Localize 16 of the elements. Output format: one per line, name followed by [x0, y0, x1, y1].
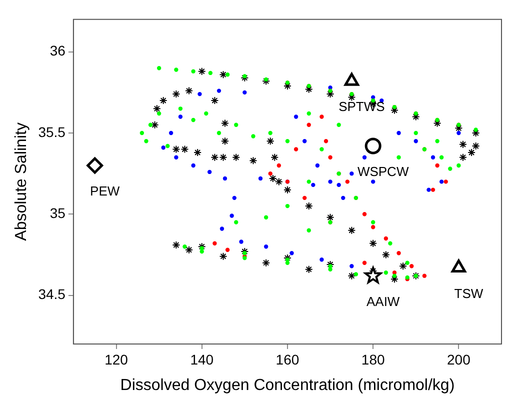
series-label: PEW [90, 184, 120, 199]
y-tick-label: 35 [50, 205, 66, 222]
y-axis-title: Absolute Salinity [13, 122, 30, 241]
y-tick-label: 34.5 [38, 286, 66, 302]
x-tick-label: 160 [276, 351, 300, 368]
y-tick-label: 36 [50, 42, 66, 59]
series-label: SPTWS [338, 99, 386, 114]
x-tick-label: 140 [190, 351, 214, 368]
x-axis-title: Dissolved Oxygen Concentration (micromol/kg) [120, 376, 455, 394]
x-tick-label: 200 [447, 351, 471, 368]
series-label: WSPCW [357, 164, 410, 180]
x-tick-label: 180 [361, 351, 385, 368]
series-label: AAIW [366, 294, 400, 309]
x-tick-label: 120 [104, 351, 128, 368]
series-label: TSW [454, 286, 484, 301]
y-tick-label: 35.5 [38, 124, 66, 140]
